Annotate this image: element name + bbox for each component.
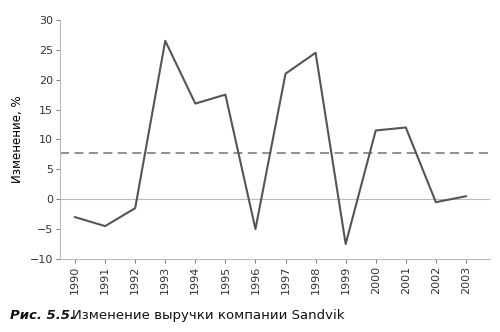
Text: Изменение выручки компании Sandvik: Изменение выручки компании Sandvik — [72, 309, 345, 322]
Text: Рис. 5.5.: Рис. 5.5. — [10, 309, 75, 322]
Y-axis label: Изменение, %: Изменение, % — [11, 96, 24, 183]
